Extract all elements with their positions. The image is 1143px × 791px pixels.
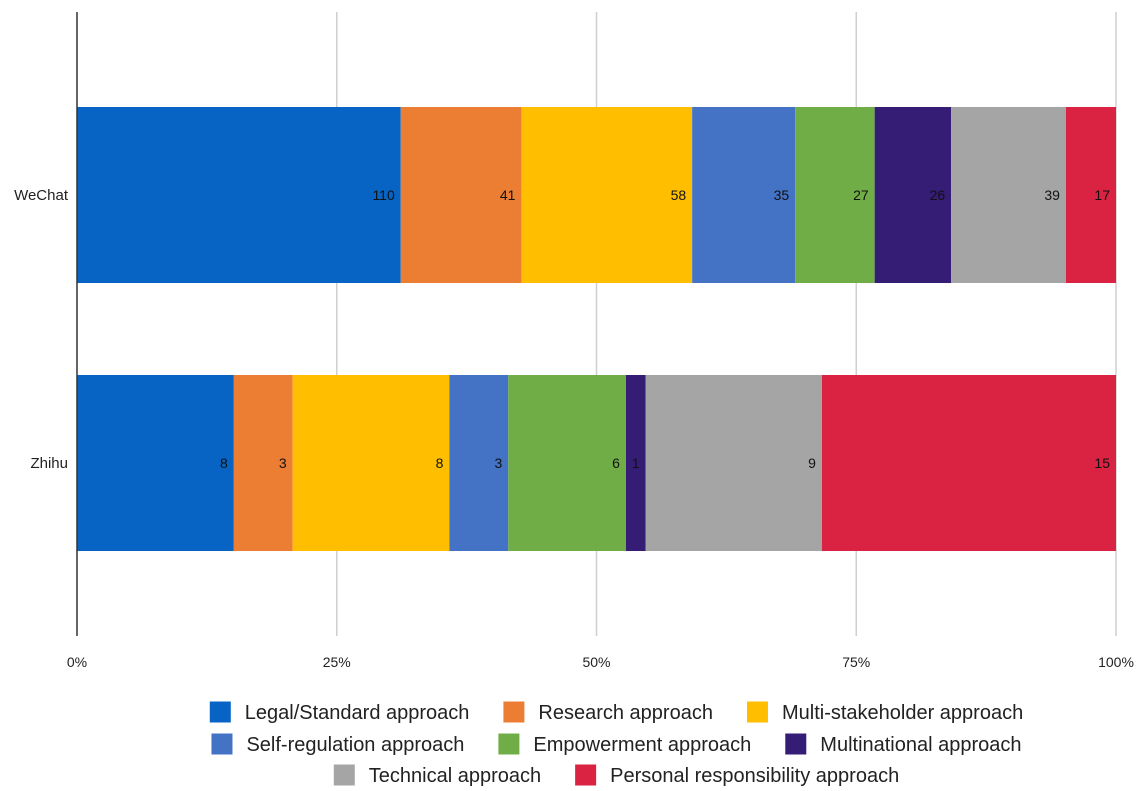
legend-label: Multinational approach (820, 734, 1021, 756)
data-label: 9 (808, 455, 816, 471)
data-label: 39 (1044, 187, 1060, 203)
bar-segment (449, 375, 509, 551)
data-label: 17 (1094, 187, 1110, 203)
axes: 0% 25% 50% 75% 100% WeChat Zhihu (14, 12, 1134, 670)
bar-segment (77, 107, 401, 283)
legend-label: Legal/Standard approach (245, 702, 470, 724)
bar-segment (795, 107, 875, 283)
legend-swatch (785, 733, 807, 755)
x-tick-label: 50% (582, 654, 610, 670)
data-label: 27 (853, 187, 869, 203)
bar-segment (400, 107, 522, 283)
legend-swatch (498, 733, 520, 755)
legend-swatch (575, 764, 597, 786)
legend-label: Research approach (538, 702, 713, 724)
legend-swatch (503, 701, 525, 723)
category-label: WeChat (14, 187, 69, 204)
legend-label: Multi-stakeholder approach (782, 702, 1023, 724)
bar-segment (233, 375, 293, 551)
data-label: 15 (1094, 455, 1110, 471)
bar-segment (951, 107, 1066, 283)
data-label: 3 (279, 455, 287, 471)
legend-swatch (211, 733, 233, 755)
bar-segment (508, 375, 626, 551)
legend-label: Self-regulation approach (246, 734, 464, 756)
data-label: 1 (632, 455, 640, 471)
data-label: 8 (436, 455, 444, 471)
bar-segment (292, 375, 450, 551)
x-tick-label: 75% (842, 654, 870, 670)
legend: Legal/Standard approach Research approach… (209, 701, 1023, 787)
bar-segment (645, 375, 822, 551)
legend-swatch (746, 701, 768, 723)
x-tick-label: 25% (323, 654, 351, 670)
data-label: 58 (671, 187, 687, 203)
data-label: 35 (774, 187, 790, 203)
x-tick-label: 0% (67, 654, 87, 670)
bar-segment (692, 107, 796, 283)
bar-segment (874, 107, 952, 283)
bars: 110 41 58 35 27 26 39 17 8 3 8 3 6 1 9 15 (77, 107, 1116, 551)
legend-label: Empowerment approach (533, 734, 751, 756)
data-label: 26 (930, 187, 946, 203)
data-label: 6 (612, 455, 620, 471)
legend-swatch (333, 764, 355, 786)
legend-swatch (209, 701, 231, 723)
x-tick-label: 100% (1098, 654, 1134, 670)
data-label: 8 (220, 455, 228, 471)
data-label: 110 (372, 187, 395, 203)
legend-label: Technical approach (369, 765, 541, 787)
category-label: Zhihu (30, 455, 68, 472)
data-label: 41 (500, 187, 516, 203)
bar-segment (1065, 107, 1116, 283)
bar-segment (521, 107, 693, 283)
legend-label: Personal responsibility approach (610, 765, 899, 787)
bar-segment (821, 375, 1116, 551)
data-label: 3 (494, 455, 502, 471)
bar-segment (625, 375, 646, 551)
bar-segment (77, 375, 234, 551)
